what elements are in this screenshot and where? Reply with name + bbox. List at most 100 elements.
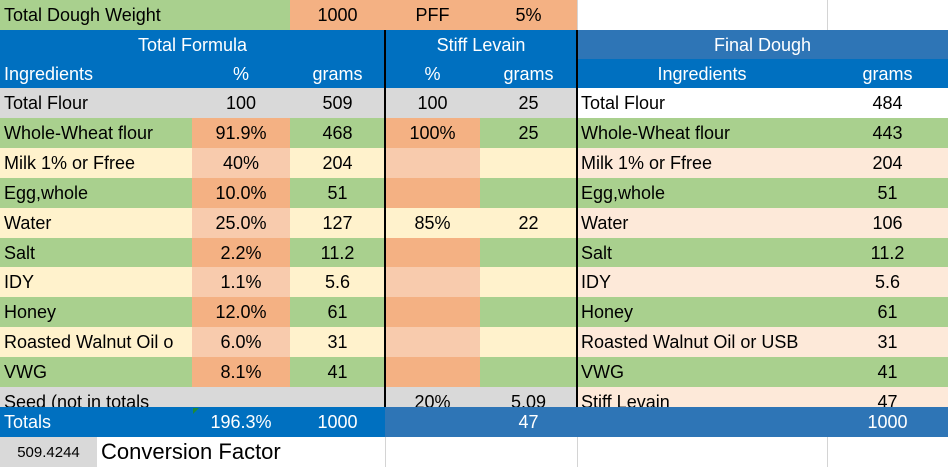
final-grams[interactable]: 5.6 [827,267,948,298]
levain-grams[interactable] [480,297,577,328]
levain-grams[interactable]: 22 [480,207,577,238]
gridline [577,437,578,467]
levain-percent[interactable] [385,297,480,328]
final-ingredient-name[interactable]: Roasted Walnut Oil or USB [577,327,827,358]
levain-percent[interactable] [385,147,480,178]
ingredient-name[interactable]: Salt [0,237,192,268]
totals-final-ingredients-blank[interactable] [577,407,827,437]
final-ingredient-name[interactable]: IDY [577,267,827,298]
ingredient-grams[interactable]: 31 [290,327,385,358]
final-grams[interactable]: 31 [827,327,948,358]
ingredient-percent[interactable]: 10.0% [192,177,290,208]
ingredient-grams[interactable]: 11.2 [290,237,385,268]
levain-percent[interactable] [385,177,480,208]
levain-percent[interactable] [385,267,480,298]
levain-grams[interactable] [480,237,577,268]
stiff-levain-header[interactable]: Stiff Levain [385,30,577,59]
ingredient-name[interactable]: Egg,whole [0,177,192,208]
levain-percent[interactable] [385,357,480,388]
ingredient-name[interactable]: IDY [0,267,192,298]
final-grams[interactable]: 11.2 [827,237,948,268]
final-grams[interactable]: 41 [827,357,948,388]
final-grams[interactable]: 484 [827,88,948,119]
final-grams[interactable]: 204 [827,147,948,178]
ingredient-percent[interactable]: 8.1% [192,357,290,388]
ingredient-percent[interactable]: 91.9% [192,117,290,148]
ingredient-grams[interactable]: 509 [290,88,385,119]
col-levain-grams[interactable]: grams [480,59,577,88]
ingredient-name[interactable]: Honey [0,297,192,328]
conversion-factor-value[interactable]: 509.4244 [0,437,97,467]
ingredient-grams[interactable]: 51 [290,177,385,208]
ingredient-grams[interactable]: 204 [290,147,385,178]
ingredient-name[interactable]: Roasted Walnut Oil o [0,327,192,358]
levain-percent[interactable] [385,327,480,358]
final-ingredient-name[interactable]: Salt [577,237,827,268]
section-divider [576,30,578,407]
final-ingredient-name[interactable]: Whole-Wheat flour [577,117,827,148]
ingredient-percent[interactable]: 1.1% [192,267,290,298]
ingredient-percent[interactable]: 6.0% [192,327,290,358]
levain-grams[interactable]: 25 [480,117,577,148]
ingredient-grams[interactable]: 127 [290,207,385,238]
ingredient-name[interactable]: VWG [0,357,192,388]
col-grams[interactable]: grams [290,59,385,88]
pff-value[interactable]: 5% [480,0,577,30]
total-dough-weight-value[interactable]: 1000 [290,0,385,30]
col-ingredients[interactable]: Ingredients [0,59,192,88]
col-percent[interactable]: % [192,59,290,88]
levain-grams[interactable] [480,267,577,298]
levain-percent[interactable]: 100 [385,88,480,119]
totals-final-grams[interactable]: 1000 [827,407,948,437]
totals-levain-pct-blank[interactable] [385,407,480,437]
final-ingredient-name[interactable]: Milk 1% or Ffree [577,147,827,178]
ingredient-percent[interactable]: 40% [192,147,290,178]
final-grams[interactable]: 51 [827,177,948,208]
ingredient-percent[interactable]: 2.2% [192,237,290,268]
ingredient-percent[interactable]: 100 [192,88,290,119]
col-levain-percent[interactable]: % [385,59,480,88]
final-dough-header[interactable]: Final Dough [577,30,948,59]
ingredient-grams[interactable]: 5.6 [290,267,385,298]
ingredient-grams[interactable]: 41 [290,357,385,388]
final-ingredient-name[interactable]: Egg,whole [577,177,827,208]
levain-grams[interactable] [480,357,577,388]
pff-label[interactable]: PFF [385,0,480,30]
final-grams[interactable]: 443 [827,117,948,148]
levain-grams[interactable]: 25 [480,88,577,119]
final-ingredient-name[interactable]: Honey [577,297,827,328]
final-ingredient-name[interactable]: VWG [577,357,827,388]
gridline [827,0,828,30]
ingredient-grams[interactable]: 61 [290,297,385,328]
final-ingredient-name[interactable]: Water [577,207,827,238]
ingredient-grams[interactable]: 468 [290,117,385,148]
levain-percent[interactable]: 100% [385,117,480,148]
ingredient-name[interactable]: Total Flour [0,88,192,119]
col-final-grams[interactable]: grams [827,59,948,88]
ingredient-name[interactable]: Whole-Wheat flour [0,117,192,148]
totals-percent[interactable]: 196.3% [192,407,290,437]
ingredient-percent[interactable]: 25.0% [192,207,290,238]
total-dough-weight-label[interactable]: Total Dough Weight [0,0,290,30]
cell-error-marker [193,408,199,414]
levain-percent[interactable] [385,237,480,268]
totals-label[interactable]: Totals [0,407,192,437]
ingredient-percent[interactable]: 12.0% [192,297,290,328]
col-final-ingredients[interactable]: Ingredients [577,59,827,88]
section-divider [384,30,386,407]
levain-grams[interactable] [480,177,577,208]
levain-grams[interactable] [480,327,577,358]
totals-grams[interactable]: 1000 [290,407,385,437]
total-formula-header[interactable]: Total Formula [0,30,385,59]
levain-percent[interactable]: 85% [385,207,480,238]
conversion-factor-label[interactable]: Conversion Factor [97,437,385,467]
ingredient-name[interactable]: Water [0,207,192,238]
totals-levain-grams[interactable]: 47 [480,407,577,437]
ingredient-name[interactable]: Milk 1% or Ffree [0,147,192,178]
final-grams[interactable]: 61 [827,297,948,328]
levain-grams[interactable] [480,147,577,178]
final-grams[interactable]: 106 [827,207,948,238]
final-ingredient-name[interactable]: Total Flour [577,88,827,119]
gridline [577,0,578,30]
